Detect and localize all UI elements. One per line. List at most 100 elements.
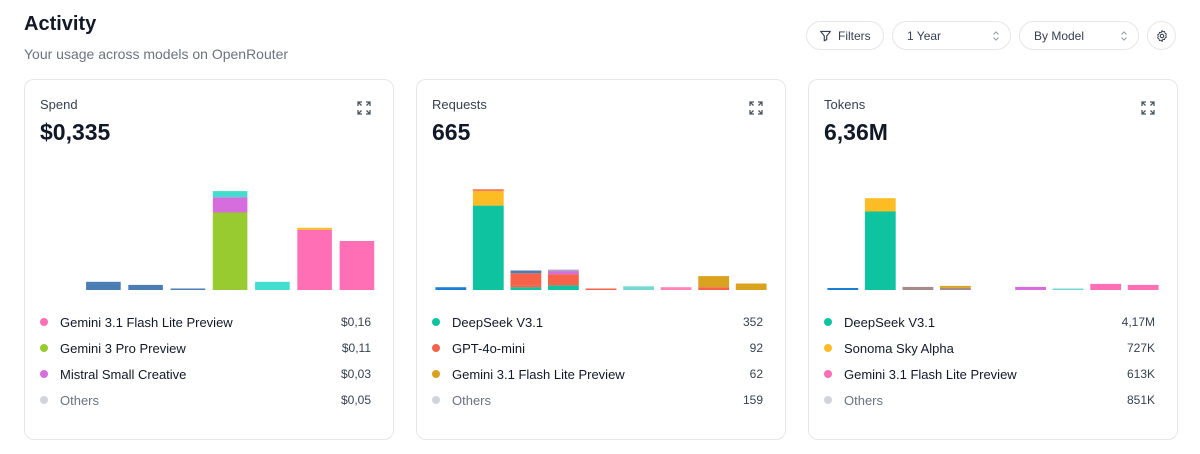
bar-segment[interactable] bbox=[827, 288, 859, 290]
legend-item: Others $0,05 bbox=[40, 387, 371, 413]
bar-segment[interactable] bbox=[735, 283, 767, 291]
bar-segment[interactable] bbox=[212, 212, 248, 291]
legend-item-value: 92 bbox=[749, 341, 763, 355]
bar-segment[interactable] bbox=[212, 197, 248, 213]
bar-segment[interactable] bbox=[510, 270, 542, 274]
filter-icon bbox=[820, 30, 831, 42]
bar-segment[interactable] bbox=[698, 287, 730, 290]
legend-item-value: 159 bbox=[742, 393, 763, 407]
legend-item-value: 613K bbox=[1126, 367, 1155, 381]
bar-segment[interactable] bbox=[510, 285, 542, 288]
chevron-up-down-icon bbox=[993, 30, 999, 41]
spend-chart bbox=[86, 191, 375, 291]
card-title: Requests bbox=[432, 97, 487, 112]
legend-item-value: $0,03 bbox=[340, 367, 371, 381]
card-title: Tokens bbox=[824, 97, 866, 112]
legend-item-name: Mistral Small Creative bbox=[60, 366, 187, 382]
expand-icon[interactable] bbox=[749, 101, 763, 115]
legend-item-name: DeepSeek V3.1 bbox=[844, 314, 936, 330]
bar-segment[interactable] bbox=[940, 285, 971, 288]
bar-segment[interactable] bbox=[297, 229, 332, 290]
legend-dot bbox=[824, 396, 832, 404]
period-select[interactable]: 1 Year bbox=[892, 21, 1011, 50]
chevron-up-down-icon bbox=[1121, 30, 1127, 41]
legend-item-name: Gemini 3.1 Flash Lite Preview bbox=[452, 366, 625, 382]
bar-segment[interactable] bbox=[472, 189, 504, 191]
bar-segment[interactable] bbox=[864, 211, 896, 291]
bar-segment[interactable] bbox=[548, 283, 579, 286]
bar-segment[interactable] bbox=[548, 274, 579, 284]
spend-legend: Gemini 3.1 Flash Lite Preview $0,16 Gemini… bbox=[40, 309, 371, 413]
bar-segment[interactable] bbox=[1127, 284, 1159, 290]
legend-item-value: 851K bbox=[1126, 393, 1155, 407]
legend-dot bbox=[432, 370, 440, 378]
bar-segment[interactable] bbox=[1052, 288, 1084, 291]
legend-dot bbox=[40, 396, 48, 404]
page-title: Activity bbox=[24, 13, 97, 35]
filters-button[interactable]: Filters bbox=[806, 21, 884, 50]
expand-icon[interactable] bbox=[1141, 101, 1155, 115]
legend-dot bbox=[432, 344, 440, 352]
legend-item-name: GPT-4o-mini bbox=[452, 340, 525, 356]
legend-dot bbox=[432, 318, 440, 326]
legend-dot bbox=[40, 370, 48, 378]
bar-segment[interactable] bbox=[698, 276, 730, 288]
legend-item: Gemini 3.1 Flash Lite Preview 613K bbox=[824, 361, 1155, 387]
legend-dot bbox=[824, 370, 832, 378]
legend-item: Gemini 3 Pro Preview $0,11 bbox=[40, 335, 371, 361]
bar-segment[interactable] bbox=[940, 288, 971, 290]
group-by-select[interactable]: By Model bbox=[1019, 21, 1139, 50]
legend-dot bbox=[824, 344, 832, 352]
legend-item-value: 352 bbox=[742, 315, 763, 329]
bar-segment[interactable] bbox=[128, 284, 163, 290]
bar-segment[interactable] bbox=[510, 273, 542, 286]
legend-item-name: Others bbox=[844, 392, 884, 408]
spend-card: Spend $0,335 Gemini 3.1 Flash Lite Previ… bbox=[24, 79, 394, 440]
bar-segment[interactable] bbox=[548, 271, 579, 275]
legend-item: Others 851K bbox=[824, 387, 1155, 413]
legend-item: DeepSeek V3.1 352 bbox=[432, 309, 763, 335]
legend-item-name: DeepSeek V3.1 bbox=[452, 314, 544, 330]
bar-segment[interactable] bbox=[297, 227, 332, 230]
card-title: Spend bbox=[40, 97, 78, 112]
bar-segment[interactable] bbox=[510, 287, 542, 290]
requests-chart bbox=[435, 189, 767, 291]
legend-item-name: Others bbox=[452, 392, 492, 408]
bar-segment[interactable] bbox=[623, 286, 654, 290]
bar-segment[interactable] bbox=[902, 286, 934, 290]
group-by-select-value: By Model bbox=[1034, 28, 1085, 43]
bar-segment[interactable] bbox=[1015, 286, 1046, 290]
legend-item: Gemini 3.1 Flash Lite Preview $0,16 bbox=[40, 309, 371, 335]
bar-segment[interactable] bbox=[660, 287, 692, 290]
toolbar: Filters 1 Year By Model bbox=[806, 21, 1176, 50]
legend-item: GPT-4o-mini 92 bbox=[432, 335, 763, 361]
requests-card: Requests 665 DeepSeek V3.1 352 GPT-4o-mini… bbox=[416, 79, 786, 440]
bar-segment[interactable] bbox=[585, 288, 617, 291]
legend-dot bbox=[40, 344, 48, 352]
bar-segment[interactable] bbox=[86, 281, 121, 290]
legend-item-name: Gemini 3.1 Flash Lite Preview bbox=[844, 366, 1017, 382]
legend-item: Sonoma Sky Alpha 727K bbox=[824, 335, 1155, 361]
filters-label: Filters bbox=[838, 28, 871, 43]
bar-segment[interactable] bbox=[864, 198, 896, 212]
bar-segment[interactable] bbox=[548, 285, 579, 290]
legend-item: DeepSeek V3.1 4,17M bbox=[824, 309, 1155, 335]
requests-legend: DeepSeek V3.1 352 GPT-4o-mini 92 Gemini 3.1 … bbox=[432, 309, 763, 413]
bar-segment[interactable] bbox=[435, 287, 467, 290]
legend-item-name: Others bbox=[60, 392, 100, 408]
bar-segment[interactable] bbox=[339, 241, 375, 290]
legend-item: Others 159 bbox=[432, 387, 763, 413]
period-select-value: 1 Year bbox=[907, 28, 942, 43]
bar-segment[interactable] bbox=[1090, 283, 1122, 290]
bar-segment[interactable] bbox=[548, 269, 579, 272]
bar-segment[interactable] bbox=[212, 191, 248, 198]
bar-segment[interactable] bbox=[472, 190, 504, 206]
bar-segment[interactable] bbox=[255, 281, 290, 290]
legend-item-value: 62 bbox=[749, 367, 763, 381]
legend-item-value: 727K bbox=[1126, 341, 1155, 355]
bar-segment[interactable] bbox=[170, 288, 206, 291]
expand-icon[interactable] bbox=[357, 101, 371, 115]
settings-button[interactable] bbox=[1147, 21, 1176, 50]
legend-dot bbox=[40, 318, 48, 326]
bar-segment[interactable] bbox=[472, 205, 504, 290]
